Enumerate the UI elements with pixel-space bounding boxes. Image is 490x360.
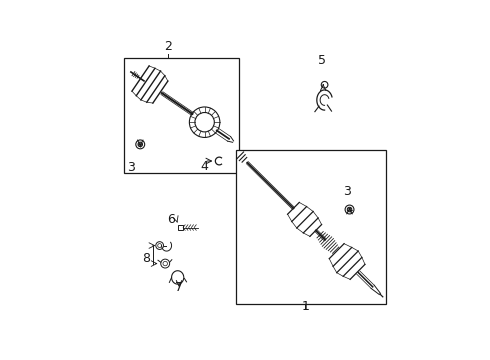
- Bar: [178, 225, 183, 230]
- Text: 3: 3: [343, 185, 351, 198]
- Bar: [123, 58, 239, 174]
- Text: 1: 1: [301, 301, 309, 314]
- Text: 4: 4: [200, 160, 208, 173]
- Text: 2: 2: [164, 40, 172, 53]
- Text: 6: 6: [167, 213, 175, 226]
- Text: 3: 3: [127, 161, 135, 174]
- Bar: [236, 150, 386, 304]
- Text: 8: 8: [142, 252, 150, 265]
- Text: 7: 7: [175, 281, 183, 294]
- Text: 5: 5: [318, 54, 326, 67]
